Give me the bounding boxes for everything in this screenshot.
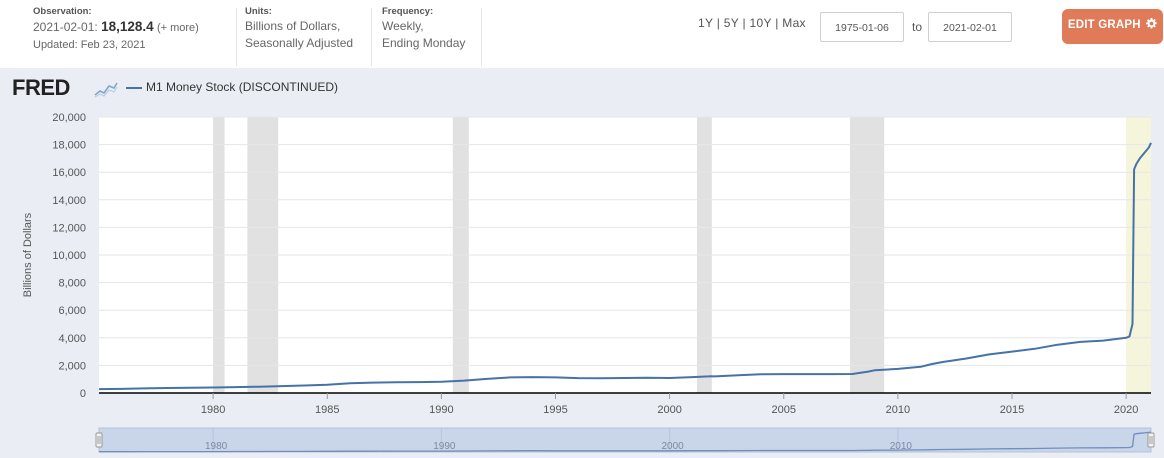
- range-10y-button[interactable]: 10Y: [749, 16, 772, 30]
- updated-date: Updated: Feb 23, 2021: [33, 39, 146, 51]
- navigator-right-handle[interactable]: [1147, 432, 1155, 448]
- range-separator: |: [742, 16, 746, 30]
- edit-graph-label: EDIT GRAPH: [1067, 19, 1141, 31]
- y-tick-label: 12,000: [52, 222, 86, 234]
- observation-date: 2021-02-01:: [33, 20, 98, 34]
- x-tick-label: 2020: [1114, 404, 1138, 416]
- navigator-tick-label: 1980: [205, 441, 228, 452]
- x-tick-label: 1980: [201, 404, 225, 416]
- y-axis-label: Billions of Dollars: [22, 212, 34, 297]
- observation-label: Observation:: [33, 6, 92, 17]
- y-tick-label: 8,000: [58, 278, 86, 290]
- series-line: [98, 142, 1152, 391]
- units-line1: Billions of Dollars,: [245, 19, 341, 33]
- edit-graph-button[interactable]: EDIT GRAPH: [1062, 9, 1163, 44]
- units-line2: Seasonally Adjusted: [245, 36, 354, 50]
- range-separator: |: [775, 16, 779, 30]
- fred-logo: FRED: [12, 75, 70, 100]
- y-tick-label: 16,000: [52, 167, 86, 179]
- y-tick-label: 4,000: [58, 333, 86, 345]
- x-tick-label: 1990: [429, 404, 453, 416]
- divider: [481, 8, 482, 66]
- range-selector: 1Y | 5Y | 10Y | Max: [698, 16, 806, 30]
- divider: [371, 8, 372, 66]
- observation-value: 18,128.4: [101, 19, 154, 34]
- navigator-series-line: [99, 431, 1152, 453]
- x-tick-label: 2005: [772, 404, 796, 416]
- frequency-block: Frequency: Weekly, Ending Monday: [382, 6, 465, 52]
- observation-block: Observation: 2021-02-01: 18,128.4 (+ mor…: [33, 6, 199, 54]
- navigator-tick-label: 2000: [661, 441, 684, 452]
- range-1y-button[interactable]: 1Y: [698, 16, 714, 30]
- frequency-line1: Weekly,: [382, 19, 424, 33]
- range-separator: |: [716, 16, 721, 30]
- range-5y-button[interactable]: 5Y: [723, 16, 739, 30]
- units-label: Units:: [245, 6, 272, 17]
- x-tick-label: 2015: [1000, 404, 1024, 416]
- frequency-line2: Ending Monday: [382, 36, 466, 50]
- y-tick-label: 0: [80, 388, 86, 400]
- end-date-input[interactable]: 2021-02-01: [928, 12, 1012, 42]
- header-bar: Observation: 2021-02-01: 18,128.4 (+ mor…: [0, 0, 1164, 68]
- observation-more-link[interactable]: (+ more): [156, 22, 199, 34]
- range-max-button[interactable]: Max: [782, 16, 806, 30]
- x-tick-label: 2000: [657, 404, 681, 416]
- x-tick-label: 2010: [886, 404, 910, 416]
- y-tick-label: 10,000: [52, 250, 86, 262]
- fred-logo-graph-icon: [94, 82, 118, 98]
- navigator-window[interactable]: [98, 427, 1152, 453]
- x-tick-label: 1985: [315, 404, 339, 416]
- divider: [236, 8, 237, 66]
- navigator-tick-label: 1990: [433, 441, 456, 452]
- y-tick-label: 20,000: [52, 112, 86, 124]
- frequency-label: Frequency:: [382, 6, 434, 17]
- y-tick-label: 14,000: [52, 195, 86, 207]
- legend-swatch: [126, 87, 142, 89]
- gear-icon: [1146, 18, 1157, 29]
- y-tick-label: 18,000: [52, 140, 86, 152]
- x-tick-label: 1995: [543, 404, 567, 416]
- y-tick-label: 6,000: [58, 305, 86, 317]
- navigator-tick-label: 2010: [890, 441, 913, 452]
- units-block: Units: Billions of Dollars, Seasonally A…: [245, 6, 353, 52]
- y-tick-label: 2,000: [58, 360, 86, 372]
- start-date-input[interactable]: 1975-01-06: [820, 12, 904, 42]
- date-to-label: to: [912, 20, 923, 34]
- legend-label[interactable]: M1 Money Stock (DISCONTINUED): [146, 80, 339, 94]
- navigator-left-handle[interactable]: [95, 432, 103, 448]
